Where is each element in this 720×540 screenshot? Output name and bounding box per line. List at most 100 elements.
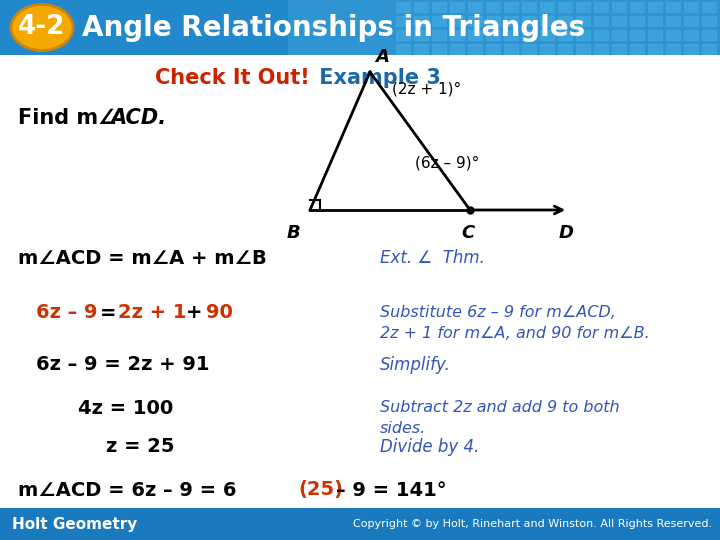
Bar bbox=[468, 30, 482, 40]
Bar bbox=[396, 44, 410, 54]
Bar bbox=[432, 16, 446, 26]
Text: A: A bbox=[375, 48, 389, 66]
Bar bbox=[558, 44, 572, 54]
Bar bbox=[594, 30, 608, 40]
Bar bbox=[666, 30, 680, 40]
Text: ACD.: ACD. bbox=[110, 108, 166, 128]
Text: D: D bbox=[559, 224, 574, 242]
Bar bbox=[468, 16, 482, 26]
Bar bbox=[450, 30, 464, 40]
Text: Check It Out!: Check It Out! bbox=[156, 68, 310, 88]
Bar bbox=[648, 44, 662, 54]
Bar bbox=[702, 30, 716, 40]
Bar bbox=[540, 30, 554, 40]
Bar bbox=[414, 2, 428, 12]
Bar bbox=[576, 16, 590, 26]
Bar bbox=[630, 30, 644, 40]
Text: =: = bbox=[100, 303, 117, 322]
Bar bbox=[414, 16, 428, 26]
Text: Subtract 2z and add 9 to both
sides.: Subtract 2z and add 9 to both sides. bbox=[380, 400, 620, 436]
Bar bbox=[540, 2, 554, 12]
Bar bbox=[576, 44, 590, 54]
Bar bbox=[612, 30, 626, 40]
Bar bbox=[630, 16, 644, 26]
Text: Copyright © by Holt, Rinehart and Winston. All Rights Reserved.: Copyright © by Holt, Rinehart and Winsto… bbox=[353, 519, 712, 529]
Bar bbox=[504, 16, 518, 26]
Bar bbox=[594, 44, 608, 54]
Bar bbox=[0, 508, 720, 540]
Bar bbox=[648, 2, 662, 12]
Bar bbox=[648, 30, 662, 40]
Text: +: + bbox=[186, 303, 202, 322]
Bar bbox=[612, 44, 626, 54]
Bar bbox=[666, 2, 680, 12]
Bar bbox=[540, 16, 554, 26]
Text: C: C bbox=[462, 224, 474, 242]
Text: 4z = 100: 4z = 100 bbox=[78, 399, 174, 417]
Bar bbox=[396, 30, 410, 40]
Text: 6z – 9: 6z – 9 bbox=[36, 303, 97, 322]
Text: (2z + 1)°: (2z + 1)° bbox=[392, 82, 462, 97]
Text: m∠ACD = 6z – 9 = 6: m∠ACD = 6z – 9 = 6 bbox=[18, 481, 236, 500]
Ellipse shape bbox=[11, 4, 73, 51]
Bar bbox=[486, 44, 500, 54]
Bar bbox=[414, 30, 428, 40]
Bar bbox=[432, 2, 446, 12]
Bar bbox=[450, 16, 464, 26]
Bar bbox=[432, 30, 446, 40]
Bar bbox=[558, 16, 572, 26]
Bar bbox=[630, 44, 644, 54]
Bar bbox=[558, 30, 572, 40]
Text: Substitute 6z – 9 for m∠ACD,
2z + 1 for m∠A, and 90 for m∠B.: Substitute 6z – 9 for m∠ACD, 2z + 1 for … bbox=[380, 305, 649, 341]
Bar bbox=[684, 16, 698, 26]
Bar bbox=[486, 2, 500, 12]
Bar bbox=[684, 30, 698, 40]
Bar bbox=[684, 44, 698, 54]
Bar bbox=[612, 16, 626, 26]
Bar bbox=[486, 30, 500, 40]
Bar bbox=[468, 2, 482, 12]
Bar bbox=[702, 16, 716, 26]
Bar bbox=[594, 2, 608, 12]
Text: 4-2: 4-2 bbox=[18, 15, 66, 40]
Bar bbox=[450, 2, 464, 12]
Bar bbox=[522, 16, 536, 26]
Bar bbox=[576, 30, 590, 40]
Bar bbox=[432, 44, 446, 54]
Text: 2z + 1: 2z + 1 bbox=[118, 303, 186, 322]
Bar bbox=[396, 2, 410, 12]
Bar bbox=[414, 44, 428, 54]
Text: (25): (25) bbox=[298, 481, 343, 500]
Bar bbox=[666, 44, 680, 54]
Text: Example 3: Example 3 bbox=[312, 68, 441, 88]
Bar bbox=[504, 44, 518, 54]
Text: ∠: ∠ bbox=[97, 108, 116, 128]
Text: m∠ACD = m∠A + m∠B: m∠ACD = m∠A + m∠B bbox=[18, 248, 266, 267]
Bar bbox=[450, 44, 464, 54]
Bar bbox=[504, 2, 518, 12]
Text: Simplify.: Simplify. bbox=[380, 356, 451, 374]
Bar bbox=[612, 2, 626, 12]
Bar bbox=[594, 16, 608, 26]
Bar bbox=[702, 44, 716, 54]
Text: 6z – 9 = 2z + 91: 6z – 9 = 2z + 91 bbox=[36, 355, 210, 375]
Text: Divide by 4.: Divide by 4. bbox=[380, 438, 480, 456]
Text: 90: 90 bbox=[206, 303, 233, 322]
Bar bbox=[558, 2, 572, 12]
Text: Ext. ∠  Thm.: Ext. ∠ Thm. bbox=[380, 249, 485, 267]
Bar bbox=[540, 44, 554, 54]
Bar bbox=[684, 2, 698, 12]
Bar bbox=[522, 44, 536, 54]
Bar bbox=[0, 0, 720, 55]
Bar bbox=[630, 2, 644, 12]
Text: Angle Relationships in Triangles: Angle Relationships in Triangles bbox=[82, 14, 585, 42]
Bar bbox=[504, 30, 518, 40]
Text: z = 25: z = 25 bbox=[106, 437, 174, 456]
Text: (6z – 9)°: (6z – 9)° bbox=[415, 155, 480, 170]
Bar bbox=[288, 0, 720, 55]
Bar bbox=[522, 30, 536, 40]
Bar bbox=[702, 2, 716, 12]
Bar bbox=[468, 44, 482, 54]
Bar bbox=[486, 16, 500, 26]
Text: B: B bbox=[287, 224, 300, 242]
